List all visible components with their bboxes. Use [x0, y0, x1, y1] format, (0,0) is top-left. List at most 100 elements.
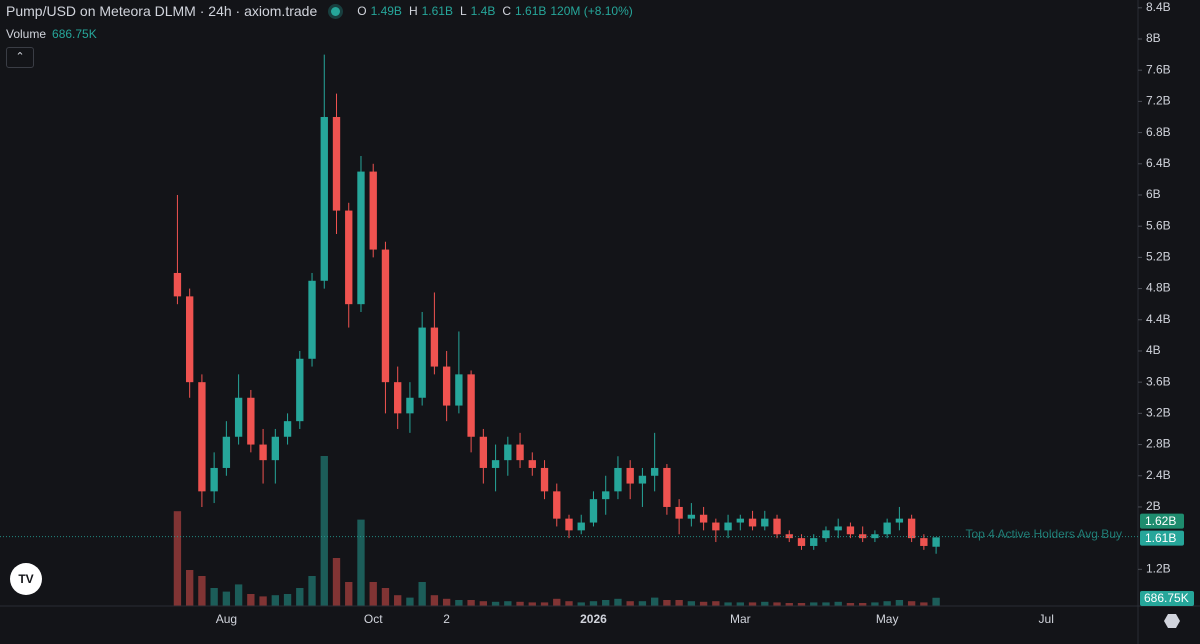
- volume-bar: [920, 602, 928, 606]
- volume-bar: [479, 601, 488, 606]
- candle-body: [712, 522, 720, 531]
- candle-body: [553, 491, 561, 519]
- candle-body: [614, 467, 622, 492]
- volume-bar: [650, 597, 659, 606]
- candle-body: [247, 397, 255, 445]
- volume-bar: [210, 588, 218, 606]
- volume-bar: [638, 601, 647, 606]
- y-tick-label: 2.8B: [1146, 437, 1171, 451]
- settings-icon[interactable]: [1164, 614, 1180, 628]
- volume-bar: [455, 600, 463, 606]
- volume-bar: [540, 602, 549, 606]
- volume-bar: [859, 603, 867, 606]
- ohlc-key: H: [408, 4, 418, 18]
- volume-bar: [907, 601, 916, 606]
- ohlc-value: 1.4B: [470, 4, 496, 18]
- candle-body: [259, 444, 267, 461]
- candle-body: [185, 296, 194, 383]
- candle-body: [797, 538, 806, 546]
- volume-bar: [381, 588, 390, 606]
- volume-bar: [528, 602, 536, 606]
- volume-bar: [467, 600, 475, 606]
- volume-title: Volume: [6, 27, 47, 41]
- volume-bar: [675, 600, 683, 606]
- candle-body: [345, 210, 353, 305]
- x-tick-label: 2: [443, 612, 450, 626]
- volume-bar: [394, 595, 402, 606]
- candle-body: [724, 522, 732, 531]
- volume-bar: [283, 594, 292, 606]
- y-tick-label: 6B: [1146, 187, 1161, 201]
- y-tick-label: 7.2B: [1146, 94, 1171, 108]
- volume-bar: [785, 603, 793, 606]
- volume-bar: [626, 601, 634, 606]
- candle-body: [822, 530, 830, 539]
- candle-body: [442, 366, 451, 406]
- volume-bar: [185, 570, 194, 606]
- volume-bar: [504, 601, 512, 606]
- candle-body: [895, 518, 904, 523]
- volume-badge-label: 686.75K: [1144, 591, 1189, 605]
- candle-body: [381, 249, 390, 383]
- candle-body: [846, 526, 855, 535]
- candle-body: [687, 514, 696, 519]
- candle-body: [748, 518, 757, 527]
- ohlc-value: 1.49B: [370, 4, 402, 18]
- candle-body: [773, 518, 781, 535]
- volume-badge: [1140, 591, 1194, 606]
- y-tick-label: 4B: [1146, 343, 1161, 357]
- logo: TV: [18, 572, 33, 586]
- volume-bar: [173, 511, 182, 606]
- candle-body: [320, 116, 328, 281]
- volume-bar: [369, 582, 377, 606]
- reference-badge: [1140, 513, 1184, 529]
- volume-bar: [797, 603, 806, 606]
- ohlc-key: L: [459, 4, 467, 18]
- volume-bar: [748, 602, 757, 606]
- candle-body: [907, 518, 916, 539]
- candle-body: [406, 397, 414, 414]
- candle-body: [834, 526, 842, 531]
- y-tick-label: 7.6B: [1146, 62, 1171, 76]
- volume-bar: [565, 601, 573, 606]
- x-tick-label: Oct: [364, 612, 383, 626]
- collapse-button[interactable]: ⌃: [6, 47, 34, 68]
- y-tick-label: 4.4B: [1146, 312, 1171, 326]
- ohlc-value: 1.61B: [421, 4, 453, 18]
- volume-bar: [687, 601, 696, 606]
- candle-body: [883, 522, 891, 535]
- candle-body: [296, 358, 304, 422]
- volume-bar: [736, 602, 744, 606]
- ohlc-key: C: [502, 4, 512, 18]
- volume-bar: [699, 601, 708, 606]
- volume-bar: [308, 576, 316, 606]
- volume-bar: [773, 602, 781, 606]
- candle-body: [565, 518, 573, 531]
- candle-body: [675, 506, 683, 519]
- status-dot: [331, 6, 341, 16]
- volume-bar: [883, 601, 891, 606]
- candle-body: [589, 499, 598, 523]
- x-tick-label: Mar: [730, 612, 751, 626]
- volume-bar: [810, 602, 818, 606]
- volume-bar: [761, 601, 769, 606]
- candles: [173, 54, 940, 606]
- candle-body: [736, 518, 744, 523]
- candle-body: [932, 537, 940, 547]
- candle-body: [455, 374, 463, 406]
- candle-body: [234, 397, 243, 437]
- volume-bar: [846, 603, 855, 606]
- y-tick-label: 6.4B: [1146, 156, 1171, 170]
- candle-body: [418, 327, 426, 398]
- candle-body: [504, 444, 512, 461]
- volume-bar: [234, 584, 243, 606]
- ohlc-value: 1.61B: [515, 4, 547, 18]
- header: Pump/USD on Meteora DLMM · 24h · axiom.t…: [6, 3, 633, 19]
- volume-bar: [895, 600, 904, 606]
- candle-body: [479, 436, 488, 468]
- x-tick-label: Aug: [216, 612, 237, 626]
- volume-bar: [271, 595, 279, 606]
- x-tick-label: May: [876, 612, 899, 626]
- title: Pump/USD on Meteora DLMM · 24h · axiom.t…: [6, 3, 318, 19]
